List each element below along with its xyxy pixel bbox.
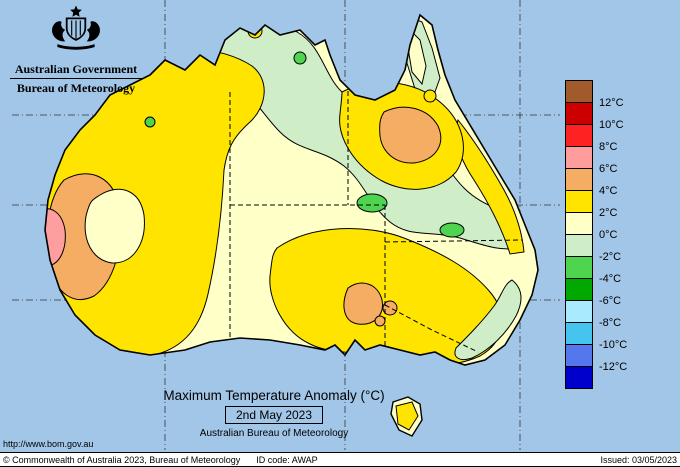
anomaly-map	[12, 0, 560, 450]
legend-label: 6°C	[599, 163, 618, 175]
temperature-legend: 12°C 10°C 8°C 6°C 4°C 2°C 0°C -2°C -4°C -6°C -8°C -…	[565, 80, 627, 389]
region-cool-se-coast	[454, 279, 522, 361]
australia-coastline	[44, 13, 539, 366]
region-warm-dot-2	[293, 15, 307, 26]
legend-cell: -4°C	[565, 256, 621, 285]
legend-cell: -10°C	[565, 322, 627, 351]
tasmania-coastline	[390, 396, 423, 437]
legend-cell: -2°C	[565, 234, 621, 263]
government-title: Australian Government	[14, 62, 138, 76]
region-hot-northeast	[379, 106, 442, 164]
region-cold-center-2	[439, 222, 465, 238]
legend-cell: 6°C	[565, 146, 617, 175]
coat-of-arms-icon	[52, 5, 100, 50]
region-hot-south-spot-2	[374, 315, 386, 327]
government-header: Australian Government Bureau of Meteorol…	[6, 4, 146, 95]
region-warm-east-coast	[455, 118, 525, 255]
region-neutral-west-hole	[84, 188, 145, 264]
legend-label: -6°C	[599, 295, 622, 307]
footer-copyright: © Commonwealth of Australia 2023, Bureau…	[3, 454, 241, 465]
legend-cell	[565, 366, 593, 389]
legend-cell: -8°C	[565, 300, 621, 329]
legend-label: -4°C	[599, 273, 622, 285]
legend-label: 2°C	[599, 207, 618, 219]
legend-label: -12°C	[599, 361, 628, 373]
legend-cell: 10°C	[565, 102, 624, 131]
header-divider	[10, 78, 142, 79]
legend-label: 0°C	[599, 229, 618, 241]
legend-label: 10°C	[599, 119, 624, 131]
legend-cells: 12°C 10°C 8°C 6°C 4°C 2°C 0°C -2°C -4°C -6°C -8°C -…	[565, 80, 627, 389]
map-organisation: Australian Bureau of Meteorology	[199, 428, 349, 439]
region-cold-center-1	[356, 193, 388, 213]
state-borders	[229, 75, 523, 353]
bureau-title: Bureau of Meteorology	[16, 81, 136, 95]
footer-id-code: ID code: AWAP	[256, 454, 318, 465]
legend-cell: -12°C	[565, 344, 627, 373]
region-warm-dot-3	[423, 89, 437, 103]
region-cold-top	[293, 51, 307, 65]
legend-cell: 2°C	[565, 190, 617, 219]
legend-label: -2°C	[599, 251, 622, 263]
map-date: 2nd May 2023	[224, 406, 324, 424]
map-title: Maximum Temperature Anomaly (°C)	[163, 388, 385, 403]
legend-cell: 12°C	[565, 80, 624, 109]
legend-label: 8°C	[599, 141, 618, 153]
legend-cell: 0°C	[565, 212, 617, 241]
map-date-row: 2nd May 2023	[0, 406, 548, 424]
region-hot-south-spot-1	[382, 300, 398, 316]
region-cold-kimberley	[144, 116, 156, 128]
region-warm-tasmania	[395, 401, 419, 431]
legend-label: 12°C	[599, 97, 624, 109]
bom-url: http://www.bom.gov.au	[3, 439, 94, 449]
legend-label: 4°C	[599, 185, 618, 197]
region-hot-west-coast-pink	[45, 208, 66, 267]
footer-issued: Issued: 03/05/2023	[600, 454, 677, 465]
legend-label: -10°C	[599, 339, 628, 351]
legend-cell: 4°C	[565, 168, 617, 197]
legend-cell: 8°C	[565, 124, 617, 153]
legend-label: -8°C	[599, 317, 622, 329]
legend-cell: -6°C	[565, 278, 621, 307]
footer-bar: © Commonwealth of Australia 2023, Bureau…	[0, 452, 680, 467]
